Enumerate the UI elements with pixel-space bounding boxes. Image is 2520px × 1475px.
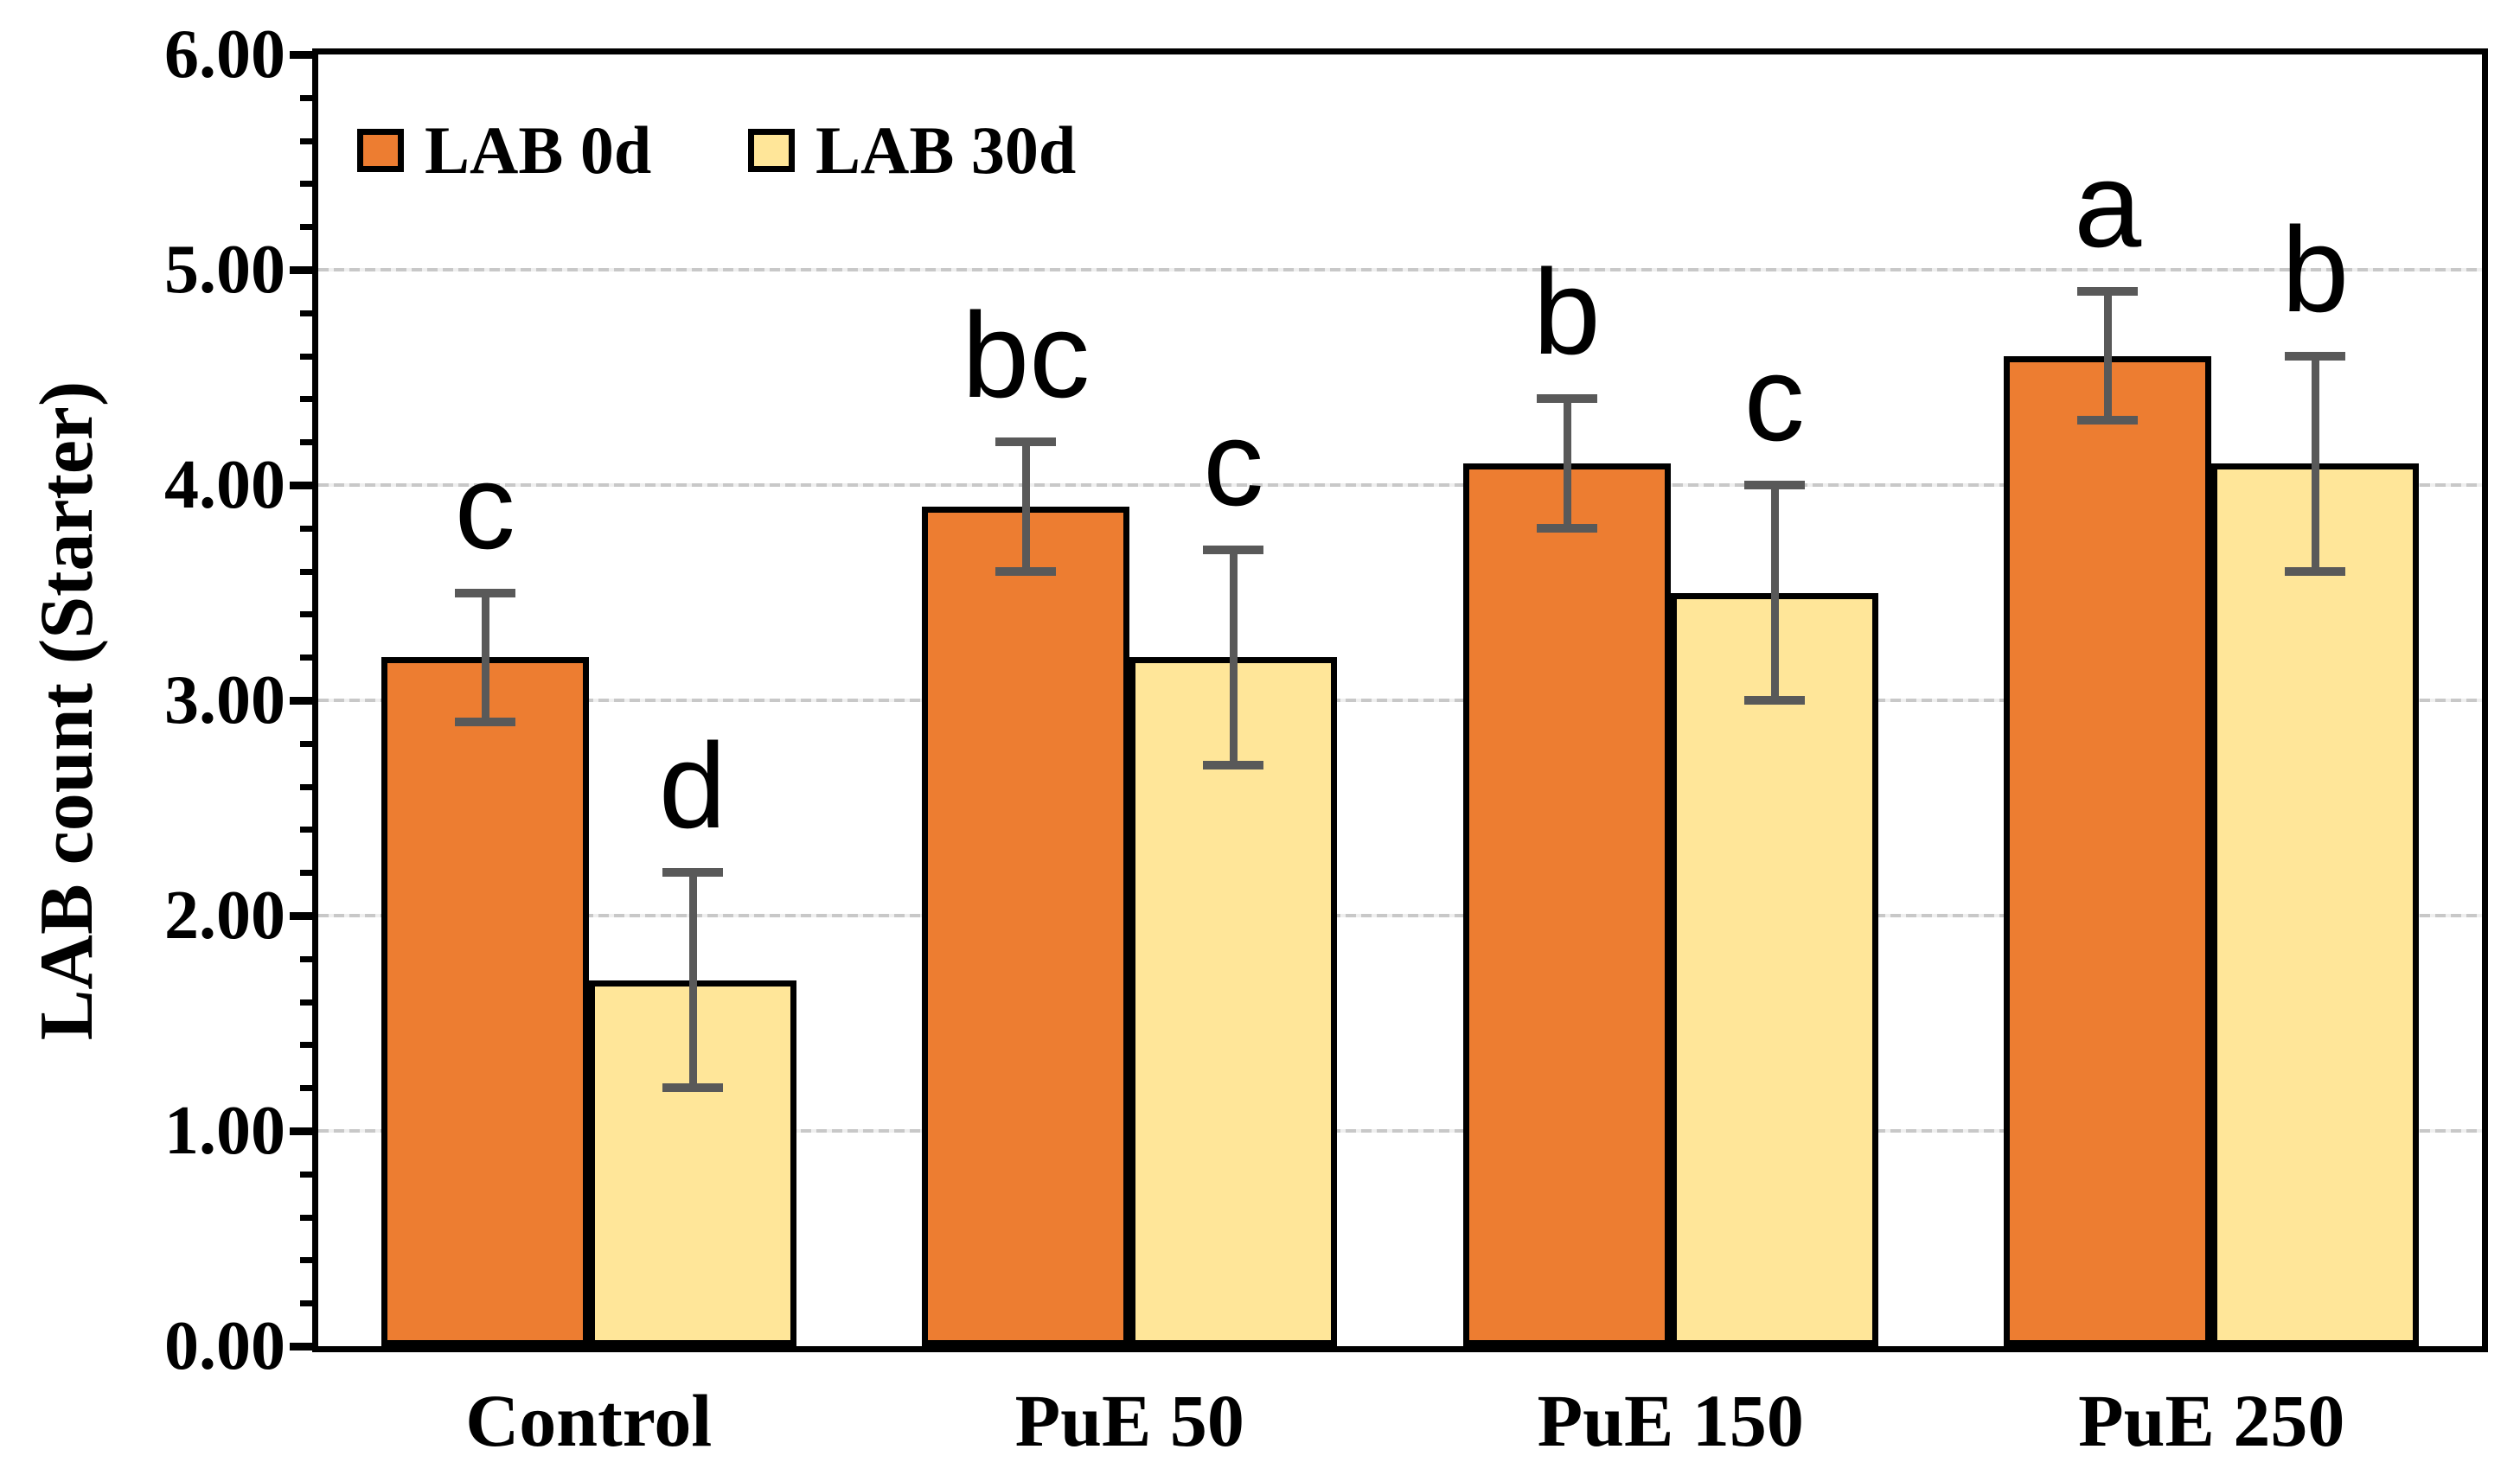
- error-bar-bottom-cap: [2077, 416, 2139, 425]
- y-tick-label: 0.00: [164, 1308, 285, 1384]
- gridline: [318, 699, 2482, 702]
- legend-label-lab-0d: LAB 0d: [425, 112, 652, 188]
- gridline: [318, 914, 2482, 917]
- significance-letter-lab-0d-control: c: [454, 437, 515, 574]
- error-bar-top-cap: [2285, 351, 2346, 361]
- gridline: [318, 483, 2482, 487]
- y-minor-tick: [300, 310, 312, 316]
- y-minor-tick: [300, 654, 312, 661]
- significance-letter-lab-0d-pue-150: b: [1532, 244, 1601, 380]
- error-bar-lab-30d-pue-150: [1770, 485, 1779, 700]
- y-major-tick: [290, 482, 312, 489]
- error-bar-bottom-cap: [1536, 523, 1597, 533]
- bar-lab-30d-pue-150: [1670, 592, 1878, 1346]
- y-minor-tick: [300, 1257, 312, 1264]
- y-major-tick: [290, 51, 312, 59]
- error-bar-top-cap: [1203, 545, 1264, 554]
- y-minor-tick: [300, 353, 312, 360]
- legend-item-lab-0d: LAB 0d: [357, 117, 651, 184]
- y-major-tick: [290, 1127, 312, 1135]
- y-tick-label: 4.00: [164, 447, 285, 523]
- significance-letter-lab-0d-pue-250: a: [2074, 136, 2142, 272]
- y-tick-label: 1.00: [164, 1093, 285, 1169]
- x-axis-label-control: Control: [465, 1379, 713, 1462]
- significance-letter-lab-30d-pue-150: c: [1743, 330, 1805, 466]
- y-minor-tick: [300, 1171, 312, 1178]
- bar-lab-0d-pue-250: [2004, 355, 2212, 1346]
- y-minor-tick: [300, 137, 312, 144]
- significance-letter-lab-0d-pue-50: bc: [962, 287, 1091, 424]
- x-axis-label-pue-250: PuE 250: [2078, 1379, 2345, 1462]
- significance-letter-lab-30d-pue-250: b: [2281, 201, 2350, 337]
- error-bar-top-cap: [995, 437, 1057, 447]
- y-major-tick: [290, 266, 312, 274]
- y-minor-tick: [300, 181, 312, 188]
- error-bar-lab-0d-pue-250: [2104, 291, 2113, 421]
- error-bar-top-cap: [1536, 394, 1597, 404]
- y-minor-tick: [300, 1085, 312, 1092]
- error-bar-lab-0d-pue-50: [1022, 442, 1031, 571]
- error-bar-bottom-cap: [2285, 566, 2346, 576]
- y-tick-label: 2.00: [164, 878, 285, 954]
- error-bar-bottom-cap: [995, 566, 1057, 576]
- y-minor-tick: [300, 1214, 312, 1221]
- error-bar-bottom-cap: [662, 1083, 723, 1093]
- y-minor-tick: [300, 224, 312, 231]
- bar-lab-30d-pue-50: [1129, 657, 1338, 1346]
- error-bar-lab-0d-control: [481, 592, 489, 722]
- y-minor-tick: [300, 525, 312, 532]
- significance-letter-lab-30d-control: d: [658, 718, 726, 854]
- error-bar-bottom-cap: [1203, 760, 1264, 769]
- error-bar-bottom-cap: [454, 717, 515, 726]
- y-minor-tick: [300, 396, 312, 403]
- y-major-tick: [290, 1343, 312, 1350]
- y-minor-tick: [300, 1042, 312, 1049]
- y-major-tick: [290, 697, 312, 705]
- plot-area: [312, 48, 2488, 1352]
- bar-lab-0d-control: [381, 657, 589, 1346]
- y-minor-tick: [300, 740, 312, 747]
- error-bar-top-cap: [454, 588, 515, 597]
- y-minor-tick: [300, 827, 312, 833]
- y-major-tick: [290, 912, 312, 920]
- error-bar-lab-0d-pue-150: [1563, 399, 1571, 528]
- y-tick-label: 3.00: [164, 662, 285, 738]
- legend-swatch-lab-30d: [748, 129, 795, 172]
- x-axis-label-pue-50: PuE 50: [1014, 1379, 1244, 1462]
- x-axis-label-pue-150: PuE 150: [1537, 1379, 1804, 1462]
- y-minor-tick: [300, 870, 312, 877]
- y-minor-tick: [300, 94, 312, 101]
- significance-letter-lab-30d-pue-50: c: [1203, 394, 1264, 531]
- y-minor-tick: [300, 1300, 312, 1307]
- error-bar-bottom-cap: [1743, 696, 1805, 705]
- error-bar-lab-30d-pue-50: [1230, 549, 1238, 765]
- y-minor-tick: [300, 439, 312, 446]
- error-bar-top-cap: [662, 868, 723, 878]
- error-bar-lab-30d-control: [688, 872, 697, 1089]
- y-tick-label: 5.00: [164, 232, 285, 308]
- y-minor-tick: [300, 783, 312, 790]
- error-bar-lab-30d-pue-250: [2312, 355, 2320, 571]
- gridline: [318, 268, 2482, 271]
- y-minor-tick: [300, 999, 312, 1006]
- error-bar-top-cap: [2077, 286, 2139, 296]
- y-minor-tick: [300, 955, 312, 962]
- legend-item-lab-30d: LAB 30d: [748, 117, 1076, 184]
- y-tick-label: 6.00: [164, 16, 285, 93]
- bar-lab-30d-pue-250: [2211, 463, 2420, 1346]
- gridline: [318, 1129, 2482, 1133]
- y-minor-tick: [300, 611, 312, 618]
- legend-swatch-lab-0d: [357, 129, 404, 172]
- bar-lab-0d-pue-150: [1462, 463, 1671, 1346]
- bar-lab-0d-pue-50: [922, 506, 1130, 1346]
- y-minor-tick: [300, 568, 312, 575]
- legend-label-lab-30d: LAB 30d: [815, 112, 1077, 188]
- error-bar-top-cap: [1743, 481, 1805, 489]
